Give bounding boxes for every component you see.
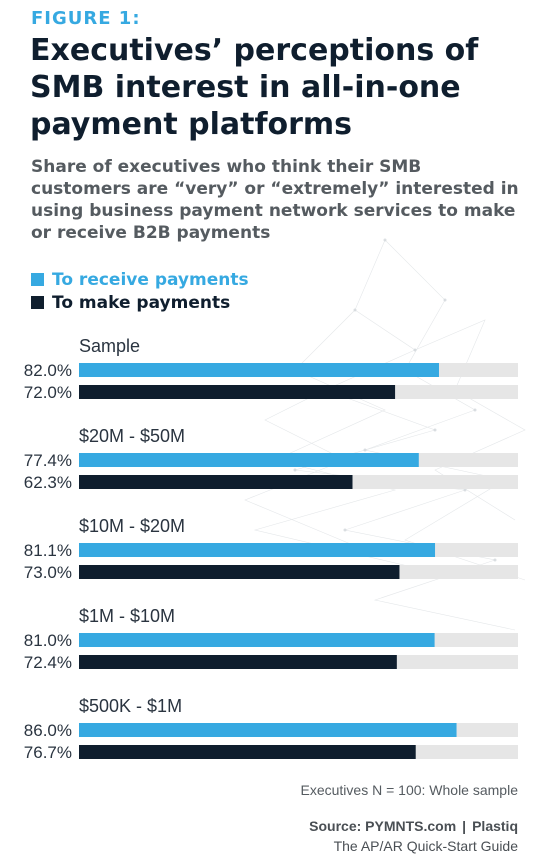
bar-make <box>79 565 400 579</box>
bar-value-label: 82.0% <box>24 361 72 380</box>
category-label: $1M - $10M <box>79 606 175 626</box>
bar-value-label: 81.1% <box>24 541 72 560</box>
bar-make <box>79 385 396 399</box>
bar-receive <box>79 453 419 467</box>
legend: To receive payments To make payments <box>31 268 249 314</box>
bar-value-label: 86.0% <box>24 721 72 740</box>
bar-chart: Sample 82.0% 72.0% $20M - $50M 77.4% 62.3% $10… <box>24 336 518 762</box>
sample-note: Executives N = 100: Whole sample <box>300 782 519 798</box>
source-label: Source: PYMNTS.com <box>309 818 457 834</box>
bar-value-label: 77.4% <box>24 451 72 470</box>
category-label: $500K - $1M <box>79 696 182 716</box>
bar-receive <box>79 723 457 737</box>
category-label: Sample <box>79 336 140 356</box>
bar-value-label: 81.0% <box>24 631 72 650</box>
chart-subtitle: Share of executives who think their SMB … <box>31 157 519 243</box>
source-partner: Plastiq <box>472 818 518 834</box>
chart-title: Executives’ perceptions of SMB interest … <box>30 33 479 142</box>
source-line: Source: PYMNTS.com | Plastiq <box>309 818 518 834</box>
legend-item-receive: To receive payments <box>31 268 249 291</box>
bar-make <box>79 655 397 669</box>
bar-value-label: 72.0% <box>24 383 72 402</box>
bar-value-label: 76.7% <box>24 743 72 762</box>
source-separator: | <box>462 818 467 834</box>
category-label: $10M - $20M <box>79 516 185 536</box>
bar-make <box>79 475 353 489</box>
bar-receive <box>79 633 435 647</box>
bar-value-label: 73.0% <box>24 563 72 582</box>
legend-label-receive: To receive payments <box>52 269 249 290</box>
bar-value-label: 72.4% <box>24 653 72 672</box>
legend-item-make: To make payments <box>31 291 249 314</box>
bar-receive <box>79 543 436 557</box>
bar-value-label: 62.3% <box>24 473 72 492</box>
legend-swatch-receive <box>31 273 44 286</box>
bar-make <box>79 745 416 759</box>
figure-label: FIGURE 1: <box>31 8 141 29</box>
bar-receive <box>79 363 439 377</box>
category-label: $20M - $50M <box>79 426 185 446</box>
guide-title: The AP/AR Quick-Start Guide <box>333 838 518 854</box>
legend-swatch-make <box>31 296 44 309</box>
legend-label-make: To make payments <box>52 292 231 313</box>
